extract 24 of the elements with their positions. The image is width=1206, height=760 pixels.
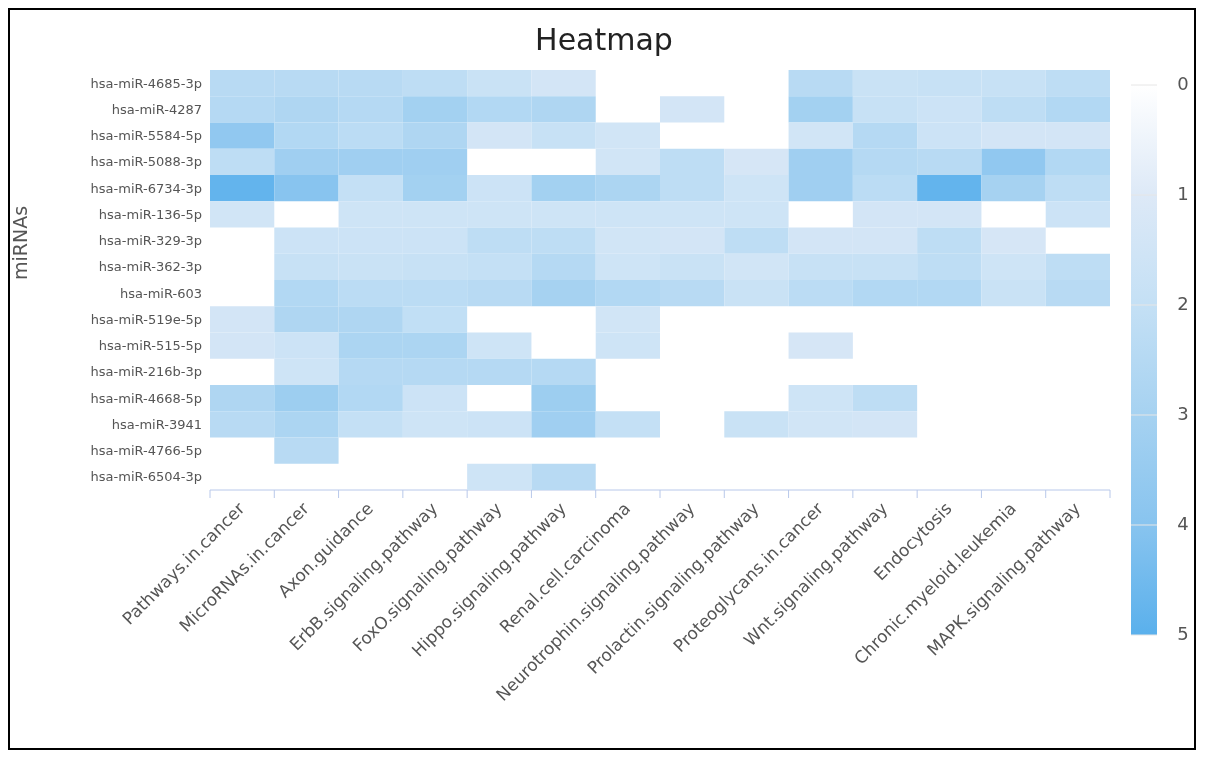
color-bar-label: 0 (1177, 73, 1189, 94)
y-tick-label: hsa-miR-519e-5p (90, 311, 202, 327)
y-tick-label: hsa-miR-4287 (111, 101, 202, 117)
y-tick-label: hsa-miR-4685-3p (90, 75, 202, 91)
y-tick-label: hsa-miR-6504-3p (90, 469, 202, 485)
y-axis-title: miRNAs (8, 205, 31, 280)
color-bar-label: 5 (1177, 623, 1189, 644)
color-bar-label: 1 (1177, 183, 1189, 204)
y-tick-label: hsa-miR-329-3p (98, 233, 202, 249)
color-bar-label: 4 (1177, 513, 1189, 534)
color-bar-label: 2 (1177, 293, 1189, 314)
y-tick-label: hsa-miR-5088-3p (90, 154, 202, 170)
y-tick-label: hsa-miR-515-5p (98, 338, 202, 354)
y-tick-label: hsa-miR-362-3p (98, 259, 202, 275)
chart-title: Heatmap (534, 22, 674, 57)
y-tick-label: hsa-miR-4668-5p (90, 390, 202, 406)
color-bar-label: 3 (1177, 403, 1189, 424)
y-tick-label: hsa-miR-136-5p (98, 206, 202, 222)
y-tick-label: hsa-miR-6734-3p (90, 180, 202, 196)
y-tick-label: hsa-miR-603 (120, 285, 202, 301)
y-tick-label: hsa-miR-216b-3p (90, 364, 202, 380)
y-tick-label: hsa-miR-3941 (111, 416, 202, 432)
y-tick-label: hsa-miR-5584-5p (90, 128, 202, 144)
y-tick-label: hsa-miR-4766-5p (90, 443, 202, 459)
